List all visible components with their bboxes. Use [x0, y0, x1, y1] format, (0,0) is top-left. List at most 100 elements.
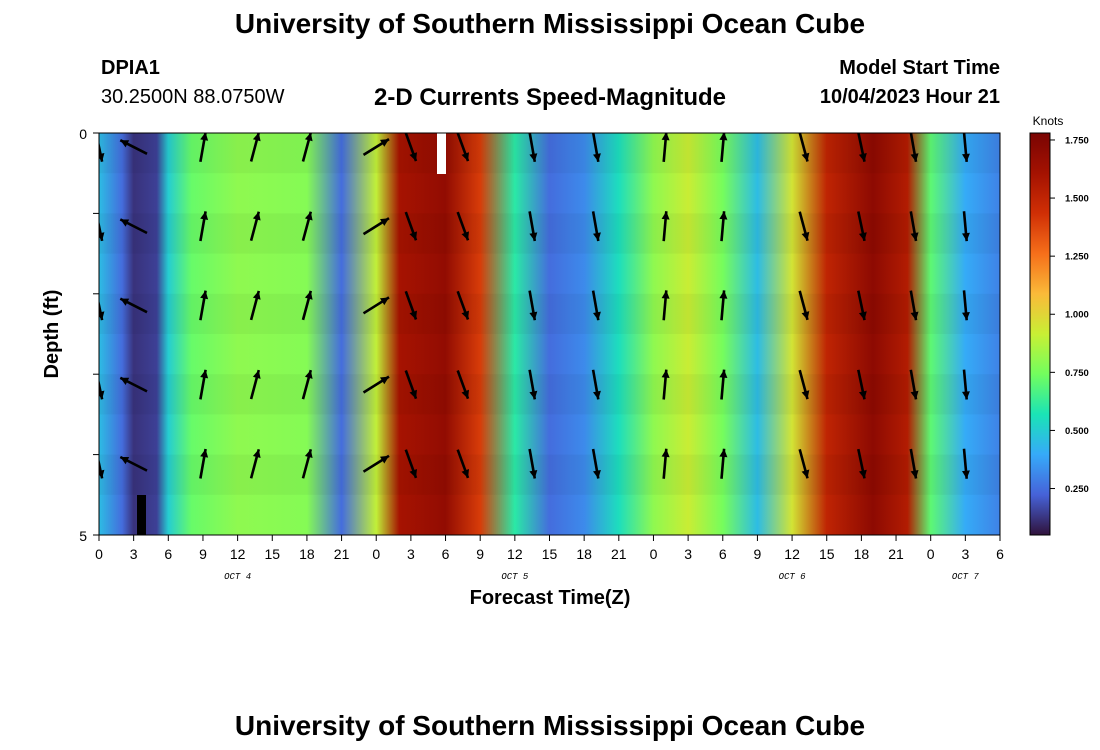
arrow-head — [529, 390, 538, 400]
current-arrow — [249, 448, 261, 479]
arrow-head — [252, 290, 261, 300]
arrow-head — [120, 140, 130, 148]
station-coords: 30.2500N 88.0750W — [101, 86, 285, 108]
current-arrow — [909, 369, 919, 400]
current-arrow — [362, 454, 390, 473]
black-marker — [137, 495, 146, 535]
current-arrow — [301, 211, 313, 242]
x-tick-label: 12 — [784, 546, 800, 562]
day-label: OCT 6 — [779, 572, 807, 582]
current-arrow — [119, 455, 148, 472]
current-arrow — [119, 218, 148, 235]
current-arrow — [528, 290, 538, 321]
current-arrow — [591, 133, 601, 163]
current-arrow — [301, 448, 313, 479]
arrow-head — [661, 133, 670, 141]
arrow-head — [380, 376, 389, 385]
x-tick-label: 21 — [334, 546, 350, 562]
arrow-head — [120, 457, 130, 465]
arrow-head — [380, 139, 389, 147]
current-arrow — [798, 133, 810, 162]
x-tick-label: 6 — [442, 546, 450, 562]
arrow-head — [801, 469, 810, 479]
current-arrow — [528, 211, 538, 242]
x-tick-label: 0 — [650, 546, 658, 562]
current-arrow — [962, 369, 970, 400]
arrow-shaft — [1007, 216, 1028, 237]
day-label: OCT 4 — [224, 572, 251, 582]
current-arrow — [719, 290, 728, 321]
x-tick-label: 12 — [507, 546, 523, 562]
arrow-head — [858, 153, 867, 162]
model-start-label: Model Start Time — [839, 57, 1000, 79]
current-arrow — [199, 369, 209, 400]
arrow-head — [461, 152, 469, 162]
arrow-head — [304, 133, 313, 142]
arrow-head — [120, 219, 130, 227]
arrow-head — [200, 211, 209, 220]
current-arrow — [99, 140, 105, 162]
arrow-head — [962, 232, 970, 242]
arrow-head — [461, 231, 469, 241]
current-arrow — [199, 448, 209, 479]
colorbar-ticks: 0.250 0.500 0.750 1.000 1.250 1.500 1.750 — [1050, 135, 1089, 495]
current-arrow — [909, 211, 919, 242]
x-tick-label: 3 — [407, 546, 415, 562]
chart-subtitle: 2-D Currents Speed-Magnitude — [373, 84, 727, 111]
current-arrow — [119, 139, 148, 155]
current-arrow — [528, 369, 538, 400]
current-arrow — [362, 217, 390, 236]
current-arrow — [99, 378, 105, 400]
arrow-head — [1019, 466, 1028, 475]
footer-title: University of Southern Mississippi Ocean… — [234, 710, 866, 741]
x-tick-label: 12 — [230, 546, 246, 562]
current-arrow — [404, 133, 418, 162]
arrow-head — [304, 290, 313, 300]
arrow-head — [99, 469, 105, 479]
y-axis-label: Depth (ft) — [41, 290, 63, 379]
day-label: OCT 7 — [952, 572, 980, 582]
arrow-shaft — [1007, 374, 1028, 395]
x-tick-label: 0 — [927, 546, 935, 562]
colorbar: Knots — [1029, 114, 1063, 536]
colorbar-tick-label: 1.750 — [1065, 135, 1089, 146]
arrow-head — [200, 290, 209, 300]
arrow-head — [1019, 228, 1028, 237]
arrow-head — [529, 153, 538, 162]
arrow-head — [99, 311, 105, 321]
current-arrow — [249, 369, 261, 400]
current-arrow — [857, 448, 867, 479]
current-arrow — [456, 133, 470, 162]
current-arrow — [909, 133, 919, 163]
arrow-head — [99, 232, 105, 241]
current-arrow — [119, 297, 148, 314]
x-tick-label: 18 — [576, 546, 592, 562]
chart-title: University of Southern Mississippi Ocean… — [234, 8, 866, 39]
current-arrow — [199, 133, 209, 163]
arrow-head — [593, 311, 601, 321]
colorbar-tick-label: 0.250 — [1065, 484, 1089, 495]
current-arrow — [1007, 136, 1028, 157]
colorbar-tick-label: 1.250 — [1065, 252, 1089, 263]
current-arrow — [301, 369, 313, 400]
x-axis: 0 3 6 9 12 15 18 21 0 3 6 9 12 15 18 21 0 3 6 9 12 15 18 21 0 3 6 O… — [95, 535, 1004, 582]
current-arrow — [1007, 295, 1028, 316]
x-tick-label: 9 — [199, 546, 207, 562]
current-arrow — [962, 211, 970, 242]
x-tick-label: 0 — [372, 546, 380, 562]
arrow-head — [120, 298, 130, 306]
arrow-head — [801, 311, 810, 320]
arrow-head — [380, 455, 389, 464]
current-arrow — [857, 369, 867, 400]
y-tick-label: 0 — [79, 126, 87, 142]
arrow-head — [529, 232, 538, 241]
arrow-head — [200, 449, 209, 458]
current-arrow — [404, 211, 418, 241]
arrow-head — [252, 370, 261, 379]
current-arrow — [1007, 374, 1028, 395]
current-arrow — [528, 133, 538, 163]
arrow-head — [661, 369, 670, 378]
colorbar-tick-label: 0.500 — [1065, 426, 1089, 437]
arrow-head — [1019, 308, 1028, 317]
